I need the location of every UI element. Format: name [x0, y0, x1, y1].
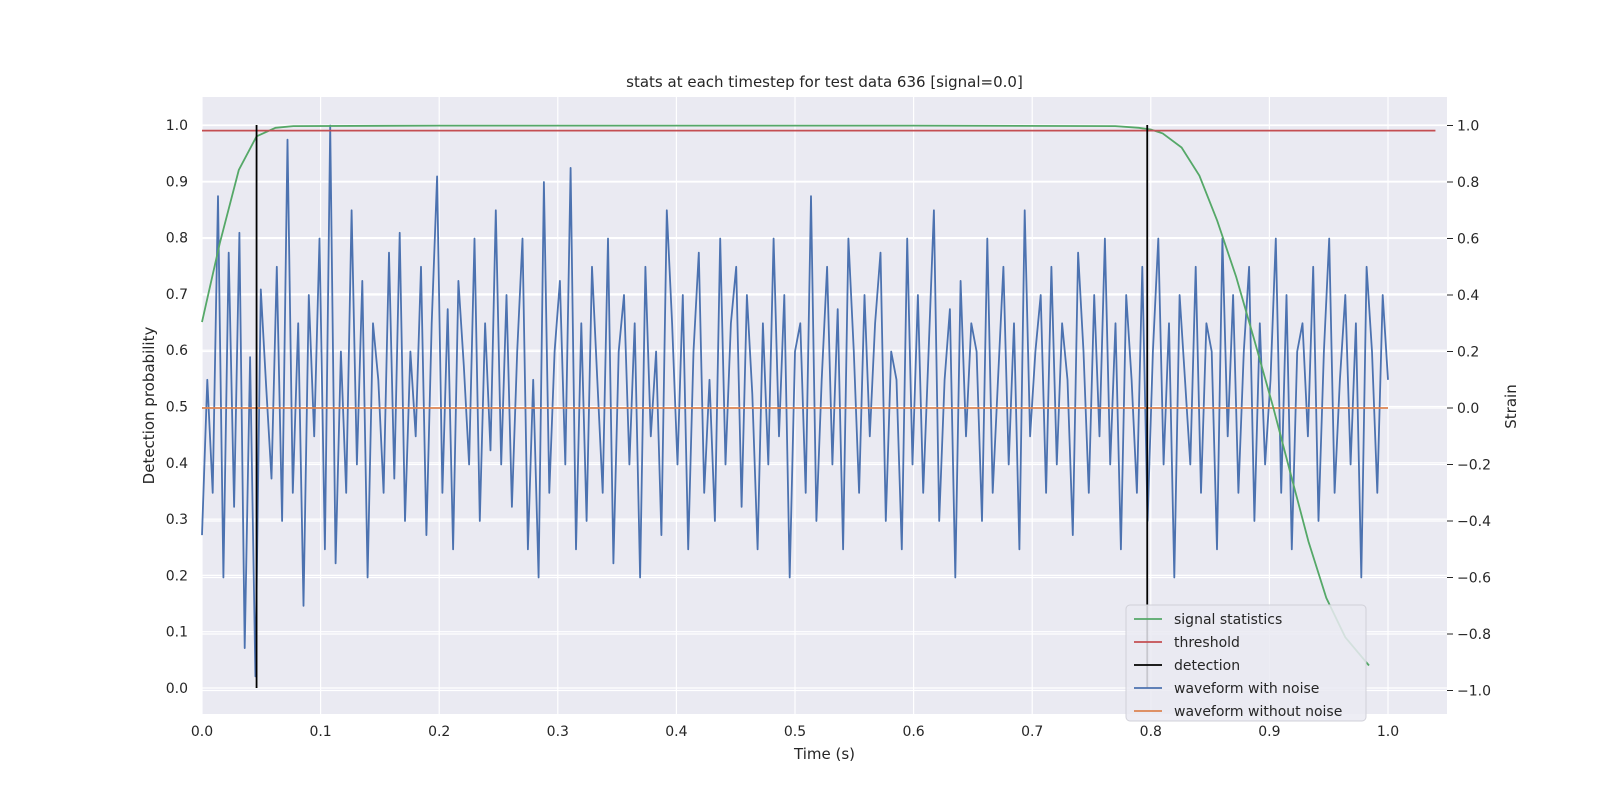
x-tick-label: 1.0	[1377, 724, 1399, 740]
x-tick-label: 0.8	[1140, 724, 1162, 740]
y-right-tick-label: 1.0	[1457, 119, 1479, 135]
y-right-tick-label: 0.6	[1457, 232, 1479, 248]
legend-label: signal statistics	[1174, 612, 1282, 628]
y-axis-right-label: Strain	[1502, 384, 1520, 428]
y-left-tick-label: 0.3	[166, 512, 188, 528]
legend-label: detection	[1174, 658, 1240, 674]
y-left-tick-label: 0.7	[166, 287, 188, 303]
legend-box	[1125, 604, 1367, 722]
chart-title: stats at each timestep for test data 636…	[626, 73, 1023, 91]
y-right-tick-label: 0.8	[1457, 175, 1479, 191]
y-left-tick-label: 0.1	[166, 625, 188, 641]
y-left-tick-label: 0.5	[166, 400, 188, 416]
y-left-tick-label: 0.2	[166, 568, 188, 584]
legend-label: threshold	[1174, 635, 1240, 651]
series-waveform-with-noise	[201, 124, 1389, 678]
y-right-tick-label: −1.0	[1457, 684, 1491, 700]
y-left-tick-label: 0.8	[166, 231, 188, 247]
legend-label: waveform without noise	[1174, 704, 1342, 720]
x-tick-label: 0.9	[1258, 724, 1280, 740]
y-left-tick-label: 1.0	[166, 118, 188, 134]
x-tick-label: 0.1	[309, 724, 331, 740]
y-left-tick-label: 0.9	[166, 174, 188, 190]
series-layer	[201, 124, 1436, 688]
x-tick-label: 0.2	[428, 724, 450, 740]
y-right-tick-label: −0.6	[1457, 571, 1491, 587]
legend-label: waveform with noise	[1174, 681, 1319, 697]
x-tick-label: 0.6	[902, 724, 924, 740]
x-tick-label: 0.3	[547, 724, 569, 740]
x-tick-label: 0.5	[784, 724, 806, 740]
y-right-tick-label: −0.2	[1457, 458, 1491, 474]
legend: signal statistics threshold detection wavef…	[1125, 604, 1367, 722]
x-tick-label: 0.0	[191, 724, 213, 740]
x-tick-label: 0.4	[665, 724, 687, 740]
y-right-tick-label: 0.4	[1457, 288, 1479, 304]
y-axis-left-label: Detection probability	[140, 327, 158, 485]
y-right-tick-label: −0.8	[1457, 627, 1491, 643]
y-left-tick-label: 0.6	[166, 343, 188, 359]
x-axis-label: Time (s)	[793, 745, 855, 763]
tick-labels: 0.0 0.1 0.2 0.3 0.4 0.5 0.6 0.7 0.8 0.9 1.0 0.0 0.1 0…	[166, 118, 1491, 740]
y-left-tick-label: 0.4	[166, 456, 188, 472]
y-right-tick-label: 0.0	[1457, 401, 1479, 417]
y-left-tick-label: 0.0	[166, 681, 188, 697]
x-tick-label: 0.7	[1021, 724, 1043, 740]
y-right-tick-label: 0.2	[1457, 345, 1479, 361]
y-right-tick-label: −0.4	[1457, 514, 1491, 530]
